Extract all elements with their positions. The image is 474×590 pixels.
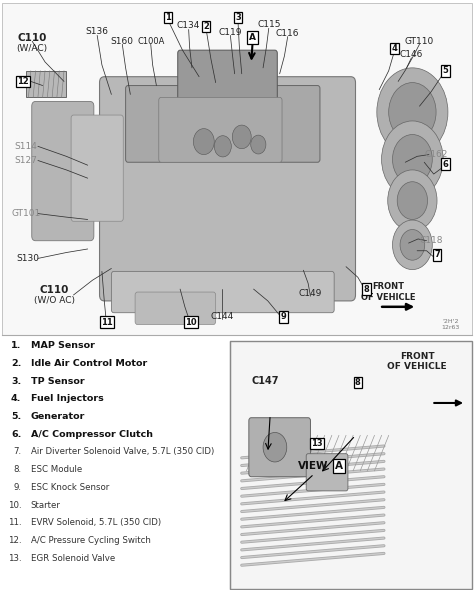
Circle shape: [382, 121, 443, 198]
Text: Starter: Starter: [31, 500, 61, 510]
Text: FRONT: FRONT: [400, 352, 435, 362]
Text: GT110: GT110: [405, 37, 434, 46]
Text: ESC Module: ESC Module: [31, 465, 82, 474]
Text: C146: C146: [400, 50, 423, 60]
Text: S160: S160: [111, 37, 134, 46]
Text: 13.: 13.: [8, 553, 21, 563]
Circle shape: [397, 182, 428, 219]
Text: FRONT
OF VEHICLE: FRONT OF VEHICLE: [362, 282, 416, 302]
Text: C144: C144: [210, 312, 234, 321]
Text: Idle Air Control Motor: Idle Air Control Motor: [31, 359, 147, 368]
Text: 13: 13: [311, 439, 322, 448]
Text: C116: C116: [276, 29, 300, 38]
Text: 9.: 9.: [13, 483, 21, 492]
Text: 12.: 12.: [8, 536, 21, 545]
FancyBboxPatch shape: [306, 454, 348, 491]
Text: C149: C149: [299, 289, 322, 298]
Circle shape: [251, 135, 266, 154]
FancyBboxPatch shape: [71, 115, 123, 221]
Text: 11: 11: [101, 317, 112, 327]
FancyBboxPatch shape: [135, 292, 216, 325]
Text: Fuel Injectors: Fuel Injectors: [31, 394, 103, 404]
Text: A/C Compressor Clutch: A/C Compressor Clutch: [31, 430, 153, 439]
Text: 9: 9: [281, 312, 286, 322]
Text: C147: C147: [252, 376, 279, 385]
Text: S127: S127: [15, 156, 37, 165]
Text: 2: 2: [203, 22, 209, 31]
FancyBboxPatch shape: [32, 101, 94, 241]
Text: ESC Knock Sensor: ESC Knock Sensor: [31, 483, 109, 492]
Text: C162: C162: [424, 150, 448, 159]
Text: 2.: 2.: [11, 359, 21, 368]
Text: 8.: 8.: [13, 465, 21, 474]
Text: 12: 12: [17, 77, 28, 86]
Text: A: A: [335, 461, 343, 471]
Text: VIEW: VIEW: [298, 461, 328, 471]
Text: 1: 1: [165, 13, 171, 22]
Text: (W/AC): (W/AC): [17, 44, 48, 53]
Text: 7.: 7.: [13, 447, 21, 457]
Text: Air Diverter Solenoid Valve, 5.7L (350 CID): Air Diverter Solenoid Valve, 5.7L (350 C…: [31, 447, 214, 457]
Text: S114: S114: [15, 142, 37, 151]
Text: 11.: 11.: [8, 518, 21, 527]
Text: TP Sensor: TP Sensor: [31, 376, 84, 386]
Text: S130: S130: [16, 254, 39, 263]
Text: 10: 10: [185, 317, 197, 327]
Text: OF VEHICLE: OF VEHICLE: [387, 362, 447, 372]
Text: 3: 3: [235, 13, 241, 22]
Circle shape: [193, 129, 214, 155]
Text: (W/O AC): (W/O AC): [34, 296, 75, 306]
Circle shape: [263, 432, 287, 462]
FancyBboxPatch shape: [249, 418, 310, 477]
Text: 5.: 5.: [11, 412, 21, 421]
Circle shape: [392, 135, 432, 184]
Text: S136: S136: [86, 27, 109, 37]
FancyBboxPatch shape: [126, 86, 320, 162]
Text: Generator: Generator: [31, 412, 85, 421]
Text: 4: 4: [392, 44, 397, 53]
FancyBboxPatch shape: [100, 77, 356, 301]
Circle shape: [400, 230, 425, 260]
Text: 1.: 1.: [11, 341, 21, 350]
Text: A: A: [249, 33, 256, 42]
Text: 7: 7: [434, 250, 440, 260]
Text: GT101: GT101: [11, 209, 41, 218]
Text: MAP Sensor: MAP Sensor: [31, 341, 95, 350]
Text: 8: 8: [364, 284, 369, 294]
Circle shape: [232, 125, 251, 149]
Circle shape: [388, 170, 437, 231]
Text: C115: C115: [257, 20, 281, 30]
Circle shape: [377, 68, 448, 156]
Bar: [2, 3, 472, 335]
Text: 5: 5: [443, 66, 448, 76]
FancyBboxPatch shape: [159, 97, 282, 162]
Text: EGR Solenoid Valve: EGR Solenoid Valve: [31, 553, 115, 563]
Text: C110: C110: [40, 286, 69, 295]
Text: C118: C118: [419, 236, 443, 245]
Circle shape: [392, 220, 432, 270]
Text: C134: C134: [177, 21, 201, 31]
Circle shape: [389, 83, 436, 142]
Text: 3.: 3.: [11, 376, 21, 386]
Text: 10.: 10.: [8, 500, 21, 510]
Text: 8: 8: [355, 378, 361, 387]
Text: A/C Pressure Cycling Switch: A/C Pressure Cycling Switch: [31, 536, 151, 545]
Text: C100A: C100A: [137, 37, 164, 46]
FancyBboxPatch shape: [178, 50, 277, 103]
FancyBboxPatch shape: [111, 271, 334, 313]
Circle shape: [214, 136, 231, 157]
Text: 4.: 4.: [11, 394, 21, 404]
Text: '2H'2
12r63: '2H'2 12r63: [441, 319, 459, 330]
Text: EVRV Solenoid, 5.7L (350 CID): EVRV Solenoid, 5.7L (350 CID): [31, 518, 161, 527]
Text: 6.: 6.: [11, 430, 21, 439]
Text: 6: 6: [443, 159, 448, 169]
FancyBboxPatch shape: [26, 71, 66, 97]
Bar: [230, 341, 472, 589]
Text: C110: C110: [18, 33, 47, 42]
Text: C119: C119: [219, 28, 242, 37]
